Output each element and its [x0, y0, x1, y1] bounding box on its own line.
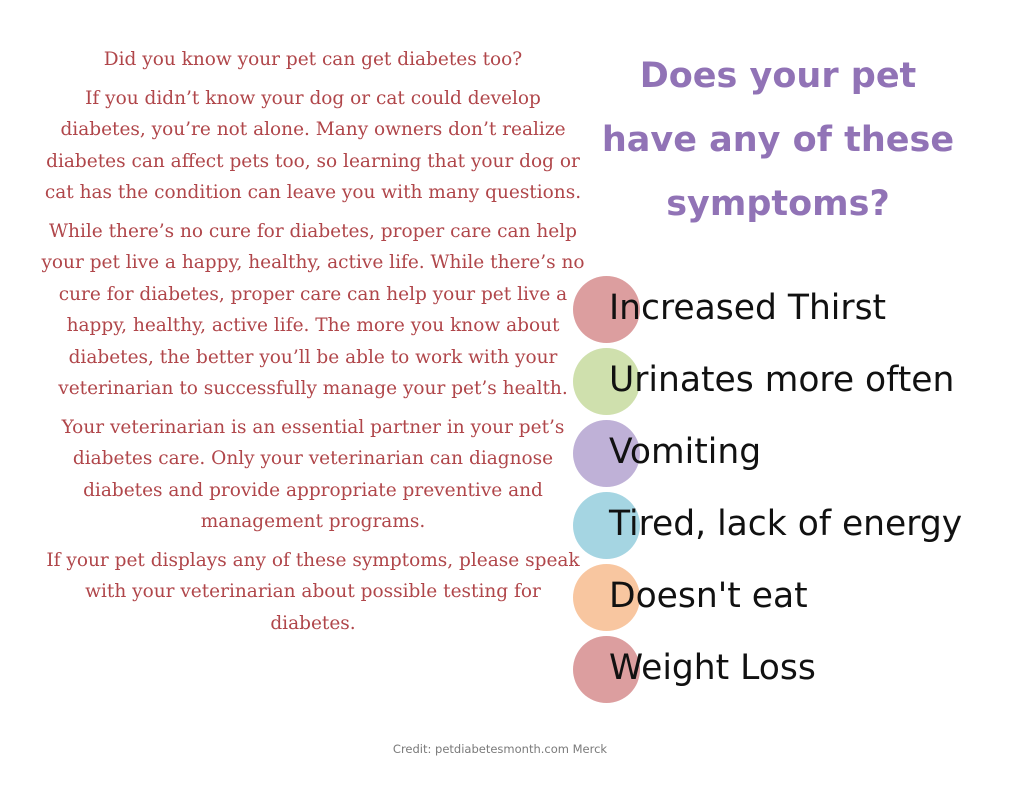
- symptom-item: Tired, lack of energy: [573, 492, 1013, 560]
- symptom-label: Tired, lack of energy: [609, 504, 963, 544]
- symptom-item: Doesn't eat: [573, 564, 1013, 632]
- symptom-label: Doesn't eat: [609, 576, 808, 616]
- symptom-circle: [573, 492, 640, 559]
- intro-paragraph: If your pet displays any of these sympto…: [46, 549, 580, 634]
- symptom-label: Weight Loss: [609, 648, 816, 688]
- heading-line: symptoms?: [666, 184, 890, 224]
- symptom-label: Urinates more often: [609, 360, 955, 400]
- intro-text-column: Did you know your pet can get diabetes t…: [40, 44, 586, 646]
- symptom-circle: [573, 564, 640, 631]
- heading-line: have any of these: [601, 120, 955, 160]
- symptom-item: Weight Loss: [573, 636, 1013, 704]
- symptom-item: Increased Thirst: [573, 276, 1013, 344]
- symptom-circle: [573, 276, 640, 343]
- intro-paragraph: While there’s no cure for diabetes, prop…: [41, 220, 585, 400]
- symptom-label: Vomiting: [609, 432, 762, 472]
- symptom-circle: [573, 348, 640, 415]
- heading-line: Does your pet: [639, 56, 917, 96]
- symptoms-heading: Does your pet have any of these symptoms…: [590, 44, 966, 236]
- symptom-circle: [573, 636, 640, 703]
- symptom-item: Vomiting: [573, 420, 1013, 488]
- intro-question: Did you know your pet can get diabetes t…: [103, 49, 523, 70]
- intro-paragraph: Your veterinarian is an essential partne…: [61, 416, 565, 533]
- symptom-circle: [573, 420, 640, 487]
- credit-line: Credit: petdiabetesmonth.com Merck: [392, 742, 608, 756]
- symptom-label: Increased Thirst: [609, 288, 887, 328]
- intro-paragraph: If you didn’t know your dog or cat could…: [44, 87, 582, 204]
- symptom-item: Urinates more often: [573, 348, 1013, 416]
